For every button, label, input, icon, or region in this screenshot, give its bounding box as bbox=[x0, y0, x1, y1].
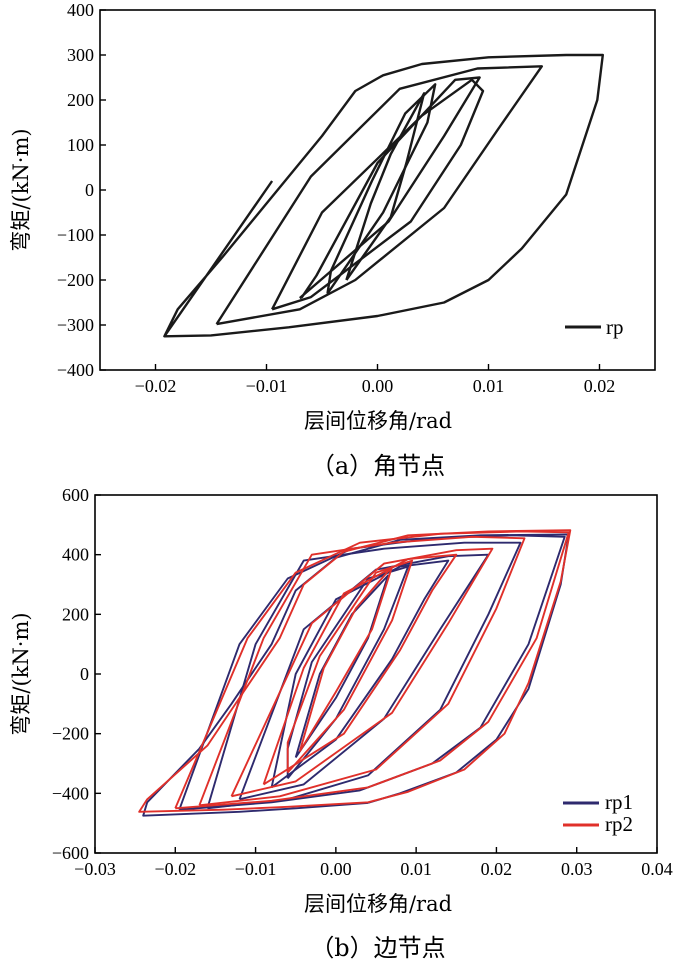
series-rp2-loop bbox=[174, 530, 570, 810]
series-rp1-loop bbox=[294, 574, 389, 759]
y-tick-label: 100 bbox=[67, 135, 94, 155]
chart-a-x-ticks: −0.02 −0.01 0.00 0.01 0.02 bbox=[135, 364, 616, 396]
x-tick-label: 0.00 bbox=[320, 859, 352, 879]
series-rp2-loop bbox=[138, 529, 572, 813]
chart-a-legend: rp bbox=[565, 315, 624, 339]
x-tick-label: −0.01 bbox=[246, 376, 288, 396]
y-tick-label: 300 bbox=[67, 45, 94, 65]
x-tick-label: −0.01 bbox=[235, 859, 277, 879]
y-tick-label: −100 bbox=[57, 225, 94, 245]
series-rp1-loop bbox=[206, 541, 522, 810]
chart-a-legend-label-rp: rp bbox=[606, 315, 624, 339]
x-tick-label: 0.00 bbox=[362, 376, 394, 396]
y-tick-label: −200 bbox=[57, 270, 94, 290]
chart-b-caption: （b）边节点 bbox=[310, 934, 445, 962]
chart-a-xlabel: 层间位移角/rad bbox=[304, 409, 452, 433]
y-tick-label: 0 bbox=[85, 180, 94, 200]
y-tick-label: −600 bbox=[52, 843, 89, 863]
x-tick-label: −0.03 bbox=[74, 859, 116, 879]
chart-b-ylabel: 弯矩/(kN·m) bbox=[9, 612, 33, 735]
x-tick-label: 0.02 bbox=[481, 859, 513, 879]
chart-a-y-ticks: −400 −300 −200 −100 0 100 200 300 400 bbox=[57, 0, 106, 380]
y-tick-label: −200 bbox=[52, 724, 89, 744]
series-rp-loop bbox=[299, 76, 481, 300]
chart-a-caption: （a）角节点 bbox=[311, 452, 445, 480]
chart-b-legend-label-rp1: rp1 bbox=[605, 790, 633, 814]
chart-b-xlabel: 层间位移角/rad bbox=[304, 892, 452, 916]
chart-b-x-ticks: −0.03 −0.02 −0.01 0.00 0.01 0.02 0.03 0.04 bbox=[74, 847, 673, 879]
series-rp2-loop bbox=[262, 553, 458, 786]
series-rp-loop bbox=[326, 83, 437, 295]
x-tick-label: 0.01 bbox=[473, 376, 505, 396]
series-rp-loop bbox=[271, 78, 485, 311]
series-rp1 bbox=[142, 533, 570, 817]
y-tick-label: −400 bbox=[57, 360, 94, 380]
series-rp-loop bbox=[215, 65, 543, 326]
y-tick-label: 400 bbox=[67, 0, 94, 20]
chart-b-series bbox=[138, 529, 572, 817]
y-tick-label: 200 bbox=[67, 90, 94, 110]
y-tick-label: 400 bbox=[62, 545, 89, 565]
chart-a: −400 −300 −200 −100 0 100 200 300 400 −0.02 −0.01… bbox=[9, 0, 656, 480]
y-tick-label: −300 bbox=[57, 315, 94, 335]
x-tick-label: −0.02 bbox=[154, 859, 196, 879]
x-tick-label: 0.04 bbox=[641, 859, 673, 879]
chart-b-legend-label-rp2: rp2 bbox=[605, 812, 633, 836]
chart-b-y-ticks: −600 −400 −200 0 200 400 600 bbox=[52, 485, 101, 863]
series-rp2-loop bbox=[230, 547, 494, 798]
y-tick-label: 200 bbox=[62, 604, 89, 624]
chart-a-series bbox=[163, 53, 604, 338]
y-tick-label: −400 bbox=[52, 783, 89, 803]
chart-b: −600 −400 −200 0 200 400 600 −0.03 −0.02 −0.01 0.… bbox=[9, 485, 673, 962]
chart-a-ylabel: 弯矩/(kN·m) bbox=[9, 128, 33, 251]
series-rp1-loop bbox=[270, 559, 450, 789]
x-tick-label: 0.03 bbox=[561, 859, 593, 879]
series-rp2 bbox=[138, 529, 572, 813]
series-rp2-loop bbox=[198, 535, 526, 807]
x-tick-label: 0.01 bbox=[400, 859, 432, 879]
series-rp-outer-loop bbox=[163, 53, 604, 338]
chart-b-legend: rp1 rp2 bbox=[563, 790, 633, 836]
y-tick-label: 0 bbox=[80, 664, 89, 684]
series-rp bbox=[163, 53, 604, 338]
y-tick-label: 600 bbox=[62, 485, 89, 505]
series-rp1-loop bbox=[178, 534, 566, 811]
x-tick-label: −0.02 bbox=[135, 376, 177, 396]
x-tick-label: 0.02 bbox=[584, 376, 616, 396]
